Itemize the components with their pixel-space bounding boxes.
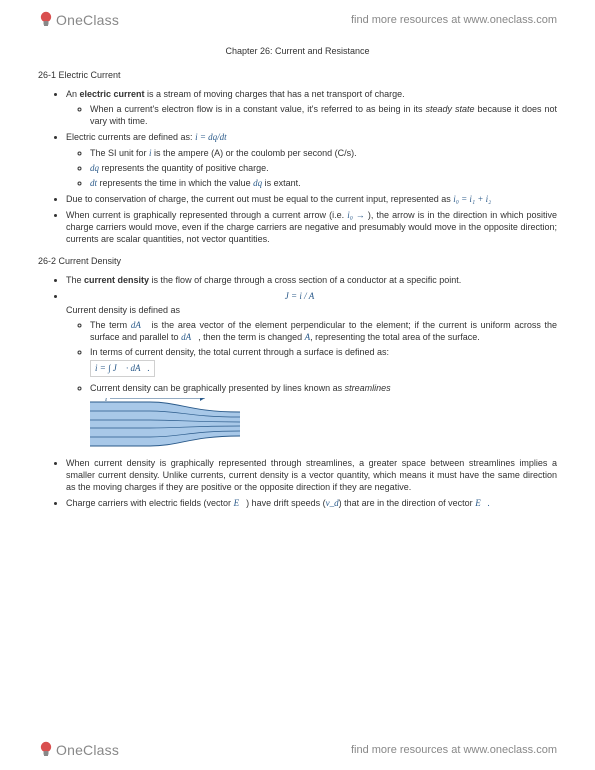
section-2-heading: 26-2 Current Density xyxy=(38,256,557,266)
list-item: J = i / A Current density is defined as … xyxy=(66,290,557,453)
svg-text:i: i xyxy=(105,398,107,403)
list-item: In terms of current density, the total c… xyxy=(90,346,557,378)
formula: J = i / A xyxy=(42,290,557,302)
brand-logo-text: OneClass xyxy=(56,742,119,758)
list-item: The current density is the flow of charg… xyxy=(66,274,557,286)
list-item: dt represents the time in which the valu… xyxy=(90,177,557,189)
page-header: OneClass find more resources at www.onec… xyxy=(38,10,557,30)
streamlines-figure: i xyxy=(90,398,557,453)
formula: i₀ = i₁ + i₂ xyxy=(453,194,491,204)
section-2-list: The current density is the flow of charg… xyxy=(38,274,557,510)
section-1-heading: 26-1 Electric Current xyxy=(38,70,557,80)
chapter-title: Chapter 26: Current and Resistance xyxy=(38,46,557,56)
list-item: An electric current is a stream of movin… xyxy=(66,88,557,127)
lightbulb-icon xyxy=(38,10,54,30)
footer-tagline: find more resources at www.oneclass.com xyxy=(351,744,557,756)
list-item: When current is graphically represented … xyxy=(66,209,557,245)
header-tagline: find more resources at www.oneclass.com xyxy=(351,14,557,26)
list-item: When current density is graphically repr… xyxy=(66,457,557,493)
formula: i = ∫ J⃗ · dA⃗. xyxy=(90,360,155,376)
list-item: dq represents the quantity of positive c… xyxy=(90,162,557,174)
list-item: Current density can be graphically prese… xyxy=(90,382,557,453)
list-item: The term dA⃗ is the area vector of the e… xyxy=(90,319,557,343)
brand-logo: OneClass xyxy=(38,740,119,760)
page-footer: OneClass find more resources at www.onec… xyxy=(38,740,557,760)
list-item: Charge carriers with electric fields (ve… xyxy=(66,497,557,509)
list-item: The SI unit for i is the ampere (A) or t… xyxy=(90,147,557,159)
brand-logo-text: OneClass xyxy=(56,12,119,28)
list-item: Electric currents are defined as: i = dq… xyxy=(66,131,557,189)
list-item: Due to conservation of charge, the curre… xyxy=(66,193,557,205)
list-item: When a current's electron flow is in a c… xyxy=(90,103,557,127)
brand-logo: OneClass xyxy=(38,10,119,30)
lightbulb-icon xyxy=(38,740,54,760)
document-body: Chapter 26: Current and Resistance 26-1 … xyxy=(38,0,557,555)
section-1-list: An electric current is a stream of movin… xyxy=(38,88,557,246)
formula: i = dq/dt xyxy=(195,132,227,142)
